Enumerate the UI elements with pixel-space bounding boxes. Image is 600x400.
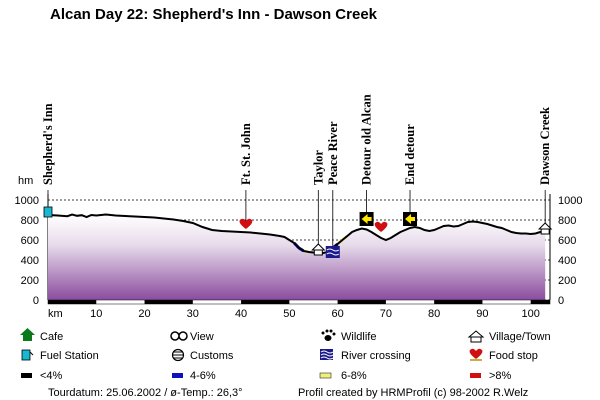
y-tick-label-left: 800 <box>21 215 39 227</box>
place-label: Shepherd's Inn <box>41 103 55 185</box>
legend-item-view: View <box>190 331 214 343</box>
legend-item-cafe: Cafe <box>40 331 63 343</box>
x-axis: 10 20 30 40 50 60 70 80 90 100 <box>47 299 551 320</box>
detour-arrow-icon-arrow <box>361 214 372 224</box>
y-tick-label-left: 600 <box>21 235 39 247</box>
x-axis-label: km <box>48 308 63 320</box>
legend-item-river-crossing: River crossing <box>341 350 411 362</box>
y-tick-label-left: 1000 <box>15 195 39 207</box>
village-icon <box>467 330 485 343</box>
food-stop-icon <box>239 218 253 229</box>
x-tick-label: 80 <box>428 308 440 320</box>
detour-arrow-icon-arrow <box>405 214 416 224</box>
y-tick-label-left: 400 <box>21 255 39 267</box>
wildlife-icon <box>321 329 336 341</box>
legend-item-grade-6-8: 6-8% <box>341 370 367 382</box>
legend-item-wildlife: Wildlife <box>341 331 376 343</box>
y-tick-label-right: 0 <box>558 295 564 307</box>
place-label: Taylor <box>311 150 325 185</box>
x-axis-segment <box>241 300 290 304</box>
legend-item-grade-gt8: >8% <box>489 370 512 382</box>
elevation-area <box>48 214 546 300</box>
legend-item-grade-lt4: <4% <box>40 370 63 382</box>
elevation-line <box>47 213 546 254</box>
legend-item-village: Village/Town <box>489 331 551 343</box>
y-tick-label-right: 200 <box>558 275 576 287</box>
place-label: Dawson Creek <box>538 107 552 185</box>
x-axis-segment <box>144 300 193 304</box>
food-stop-icon <box>374 221 388 232</box>
view-icon <box>170 331 188 341</box>
grade-4-6-swatch <box>172 373 183 378</box>
x-axis-segment <box>337 300 386 304</box>
river-crossing-icon <box>325 246 340 258</box>
x-tick-label: 10 <box>90 308 102 320</box>
grade-lt4-swatch <box>21 373 32 378</box>
place-label: Peace River <box>326 121 340 185</box>
x-tick-label: 100 <box>522 308 540 320</box>
x-tick-label: 90 <box>476 308 488 320</box>
footer-credit: Profil created by HRMProfil (c) 98-2002 … <box>298 387 528 399</box>
place-labels: Shepherd's Inn Ft. St. John Taylor Peace Ri… <box>41 94 552 248</box>
place-label: End detour <box>403 124 417 185</box>
x-tick-label: 30 <box>187 308 199 320</box>
y-axis-right: 0 200 400 600 800 1000 <box>549 194 582 307</box>
y-axis-label: hm <box>18 175 33 187</box>
place-markers <box>43 206 553 258</box>
chart-title: Alcan Day 22: Shepherd's Inn - Dawson Cr… <box>50 6 378 23</box>
footer-tour-info: Tourdatum: 25.06.2002 / ø-Temp.: 26,3° <box>48 387 243 399</box>
legend-item-customs: Customs <box>190 350 234 362</box>
cafe-icon <box>20 328 35 341</box>
legend-item-fuel-station: Fuel Station <box>40 350 99 362</box>
x-tick-label: 70 <box>380 308 392 320</box>
x-axis-segment <box>434 300 483 304</box>
grade-6-8-swatch <box>319 372 332 379</box>
village-icon <box>311 243 326 251</box>
customs-icon <box>171 348 185 362</box>
x-tick-label: 20 <box>138 308 150 320</box>
food-stop-icon <box>469 348 483 361</box>
y-tick-label-left: 200 <box>21 275 39 287</box>
river-crossing-icon <box>320 349 334 360</box>
x-tick-label: 40 <box>235 308 247 320</box>
place-label: Detour old Alcan <box>360 94 374 185</box>
legend-item-grade-4-6: 4-6% <box>190 370 216 382</box>
y-tick-label-right: 400 <box>558 255 576 267</box>
x-axis-segment <box>530 300 550 304</box>
y-tick-label-right: 1000 <box>558 195 582 207</box>
grade-gt8-swatch <box>470 373 481 378</box>
legend-item-food-stop: Food stop <box>489 350 538 362</box>
river-crossing-icon-waves <box>326 248 340 256</box>
place-label: Ft. St. John <box>239 123 253 185</box>
x-axis-segment <box>48 300 97 304</box>
x-tick-label: 50 <box>283 308 295 320</box>
y-tick-label-right: 800 <box>558 215 576 227</box>
legend: Cafe View Wildlife Village/Town Fuel Sta… <box>20 328 551 382</box>
fuel-station-icon <box>43 206 53 218</box>
y-tick-label-right: 600 <box>558 235 576 247</box>
x-tick-label: 60 <box>331 308 343 320</box>
y-tick-label-left: 0 <box>33 295 39 307</box>
village-icon-body <box>540 228 550 235</box>
fuel-station-icon <box>21 349 34 361</box>
y-axis-left: 0 200 400 600 800 1000 <box>15 194 49 307</box>
village-icon <box>537 222 553 230</box>
village-icon-body <box>313 249 323 256</box>
